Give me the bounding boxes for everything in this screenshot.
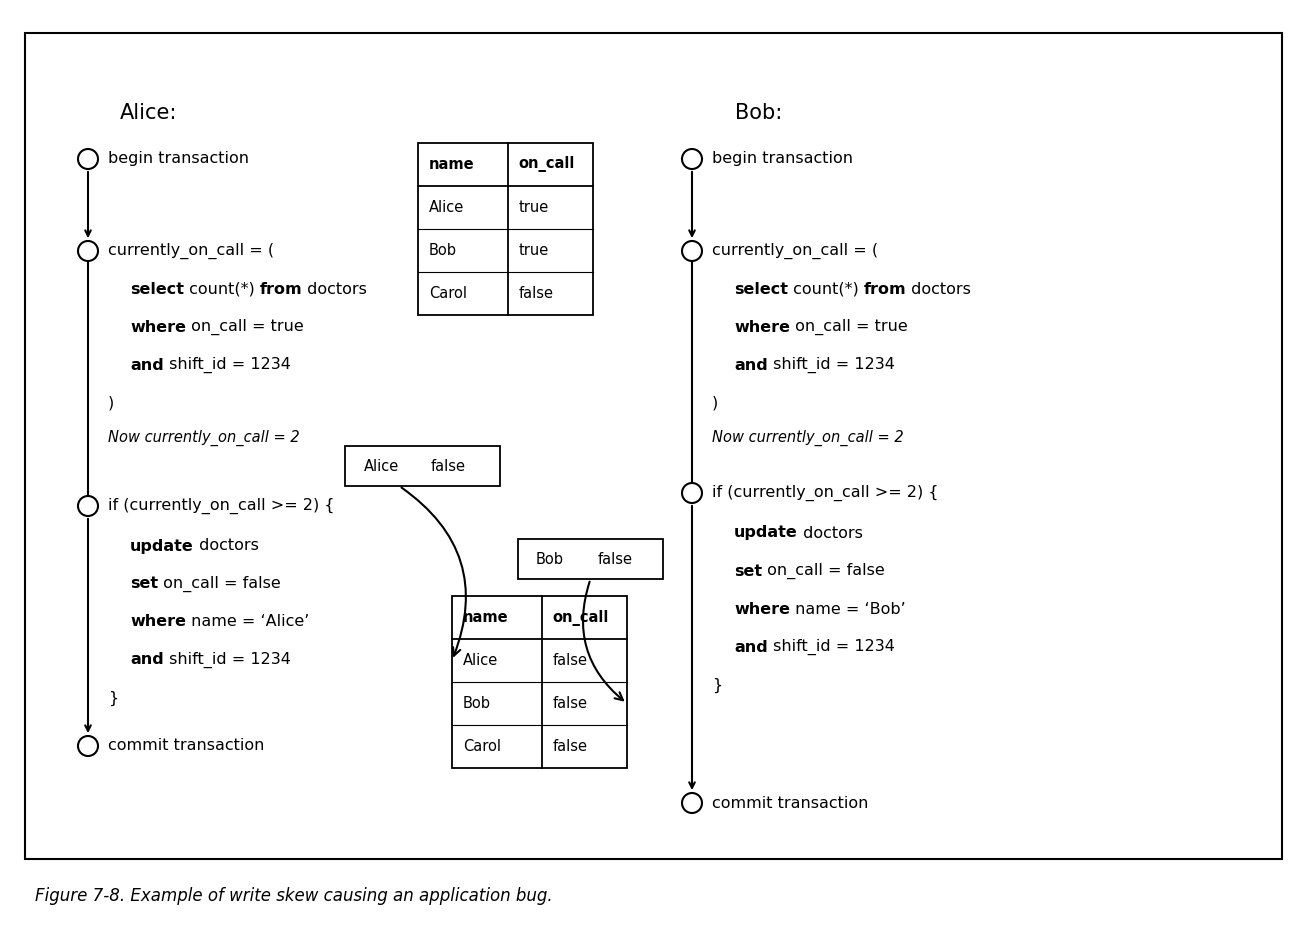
Text: Bob:: Bob: <box>735 103 783 123</box>
Text: shift_id = 1234: shift_id = 1234 <box>163 651 290 669</box>
Text: begin transaction: begin transaction <box>108 151 250 166</box>
Text: true: true <box>518 243 549 258</box>
Text: name: name <box>463 610 508 625</box>
Text: doctors: doctors <box>193 538 259 553</box>
Text: currently_on_call = (: currently_on_call = ( <box>712 243 878 259</box>
Text: }: } <box>108 690 118 706</box>
Text: Carol: Carol <box>429 286 467 301</box>
Text: Alice: Alice <box>463 653 498 668</box>
Text: select: select <box>129 281 184 297</box>
Text: from: from <box>864 281 907 297</box>
Text: begin transaction: begin transaction <box>712 151 853 166</box>
Text: false: false <box>552 653 587 668</box>
Text: }: } <box>712 677 723 692</box>
Text: false: false <box>518 286 553 301</box>
Text: shift_id = 1234: shift_id = 1234 <box>767 357 894 373</box>
Text: doctors: doctors <box>302 281 367 297</box>
Text: where: where <box>735 601 789 616</box>
Text: false: false <box>552 739 587 754</box>
Text: count(*): count(*) <box>788 281 864 297</box>
FancyArrowPatch shape <box>401 488 465 656</box>
Text: shift_id = 1234: shift_id = 1234 <box>767 639 894 655</box>
Text: true: true <box>518 200 549 215</box>
Bar <box>452 596 627 768</box>
Text: false: false <box>597 552 633 567</box>
Text: and: and <box>129 652 163 668</box>
Text: where: where <box>735 320 789 335</box>
Text: and: and <box>735 358 767 373</box>
Text: ): ) <box>712 396 719 411</box>
Text: Alice: Alice <box>363 458 399 474</box>
Text: currently_on_call = (: currently_on_call = ( <box>108 243 274 259</box>
Text: on_call: on_call <box>518 157 575 172</box>
Text: Now currently_on_call = 2: Now currently_on_call = 2 <box>108 430 299 446</box>
Text: commit transaction: commit transaction <box>108 739 264 753</box>
Text: Alice:: Alice: <box>120 103 178 123</box>
Text: Bob: Bob <box>536 552 563 567</box>
Text: on_call = false: on_call = false <box>762 563 885 579</box>
Text: set: set <box>129 576 158 592</box>
Text: on_call: on_call <box>552 610 609 626</box>
Text: shift_id = 1234: shift_id = 1234 <box>163 357 290 373</box>
Text: on_call = true: on_call = true <box>789 319 908 335</box>
Text: where: where <box>129 614 186 630</box>
Text: doctors: doctors <box>907 281 971 297</box>
Text: Bob: Bob <box>429 243 457 258</box>
Text: Figure 7-8. Example of write skew causing an application bug.: Figure 7-8. Example of write skew causin… <box>35 887 553 905</box>
Text: ): ) <box>108 396 114 411</box>
Text: if (currently_on_call >= 2) {: if (currently_on_call >= 2) { <box>108 498 335 514</box>
Text: select: select <box>735 281 788 297</box>
Bar <box>518 539 663 579</box>
Text: name = ‘Alice’: name = ‘Alice’ <box>186 614 310 630</box>
Text: Carol: Carol <box>463 739 501 754</box>
Text: doctors: doctors <box>797 526 863 540</box>
Text: set: set <box>735 564 762 578</box>
Text: name: name <box>429 157 474 172</box>
Text: Alice: Alice <box>429 200 464 215</box>
Text: from: from <box>260 281 302 297</box>
Text: on_call = false: on_call = false <box>158 576 281 592</box>
Text: Bob: Bob <box>463 696 491 711</box>
Text: false: false <box>552 696 587 711</box>
Text: if (currently_on_call >= 2) {: if (currently_on_call >= 2) { <box>712 485 938 501</box>
FancyArrowPatch shape <box>583 582 623 700</box>
Text: commit transaction: commit transaction <box>712 795 868 810</box>
Bar <box>418 143 593 315</box>
Text: and: and <box>129 358 163 373</box>
Text: Now currently_on_call = 2: Now currently_on_call = 2 <box>712 430 903 446</box>
Text: where: where <box>129 320 186 335</box>
Text: update: update <box>129 538 193 553</box>
Text: and: and <box>735 639 767 654</box>
Text: update: update <box>735 526 797 540</box>
Text: name = ‘Bob’: name = ‘Bob’ <box>789 601 906 616</box>
Text: false: false <box>430 458 465 474</box>
Text: count(*): count(*) <box>184 281 260 297</box>
Text: on_call = true: on_call = true <box>186 319 303 335</box>
Bar <box>345 446 501 486</box>
Bar <box>25 33 1282 859</box>
